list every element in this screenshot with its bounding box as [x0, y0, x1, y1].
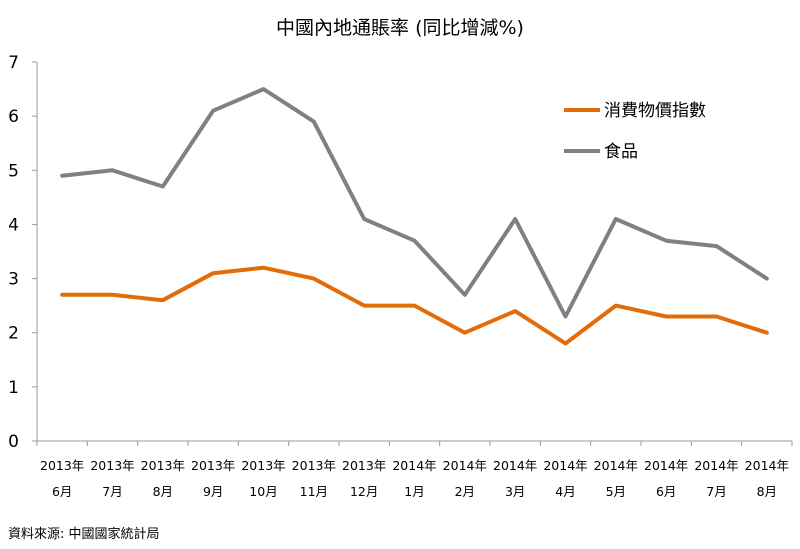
x-tick-label-year: 2014年	[493, 458, 537, 473]
legend-label: 食品	[604, 142, 638, 162]
y-tick-label: 0	[8, 432, 19, 452]
x-tick-label-year: 2013年	[40, 458, 84, 473]
y-tick-label: 6	[8, 107, 19, 127]
x-tick-label-year: 2013年	[292, 458, 336, 473]
x-tick-label-month: 5月	[606, 484, 626, 499]
x-tick-label-month: 4月	[555, 484, 575, 499]
x-tick-label-month: 7月	[102, 484, 122, 499]
x-tick-label-month: 2月	[455, 484, 475, 499]
series-layer	[60, 87, 769, 346]
x-tick-label-month: 1月	[404, 484, 424, 499]
x-tick-label-month: 6月	[52, 484, 72, 499]
x-tick-label-year: 2013年	[241, 458, 285, 473]
x-tick-label-month: 3月	[505, 484, 525, 499]
x-tick-label-year: 2014年	[694, 458, 738, 473]
x-tick-label-year: 2014年	[543, 458, 587, 473]
x-tick-label-month: 11月	[300, 484, 328, 499]
y-tick-label: 5	[8, 161, 19, 181]
x-tick-label-year: 2014年	[443, 458, 487, 473]
x-tick-label-month: 10月	[249, 484, 277, 499]
x-tick-label-month: 7月	[706, 484, 726, 499]
y-tick-label: 3	[8, 270, 19, 290]
x-tick-label-month: 6月	[656, 484, 676, 499]
axes: 0 1 2 3 4 5 6 7 2013年 6月 2013年 7月 2013年 8月 2013年 9月 2013…	[8, 53, 793, 499]
source-note: 資料來源: 中國國家統計局	[8, 526, 160, 542]
chart-title: 中國內地通賬率 (同比增減%)	[276, 17, 524, 39]
y-tick-label: 7	[8, 53, 19, 73]
x-tick-label-year: 2013年	[342, 458, 386, 473]
x-tick-label-month: 12月	[350, 484, 378, 499]
y-tick-label: 1	[8, 378, 19, 398]
legend-label: 消費物價指數	[604, 101, 706, 121]
x-tick-label-month: 8月	[153, 484, 173, 499]
x-tick-label-year: 2013年	[141, 458, 185, 473]
y-tick-label: 2	[8, 324, 19, 344]
y-tick-label: 4	[8, 215, 19, 235]
x-tick-label-month: 9月	[203, 484, 223, 499]
x-tick-label-month: 8月	[757, 484, 777, 499]
x-tick-label-year: 2014年	[745, 458, 789, 473]
x-tick-label-year: 2013年	[191, 458, 235, 473]
x-tick-label-year: 2013年	[90, 458, 134, 473]
x-tick-label-year: 2014年	[644, 458, 688, 473]
x-tick-label-year: 2014年	[594, 458, 638, 473]
x-tick-label-year: 2014年	[392, 458, 436, 473]
series-line-1	[60, 87, 769, 319]
